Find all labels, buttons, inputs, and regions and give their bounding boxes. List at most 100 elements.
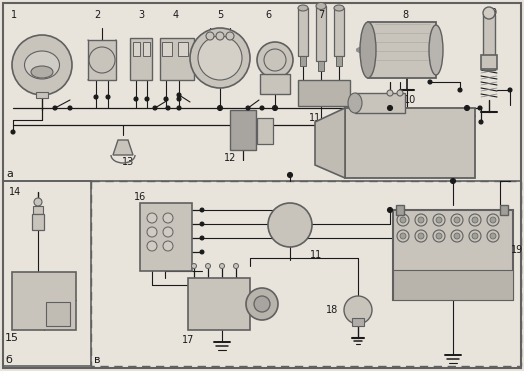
Bar: [355, 93, 405, 113]
Text: 6: 6: [265, 10, 271, 20]
Circle shape: [436, 217, 442, 223]
Circle shape: [11, 130, 15, 134]
Circle shape: [220, 263, 224, 269]
Circle shape: [163, 241, 173, 251]
Bar: [260, 74, 290, 94]
Circle shape: [272, 105, 278, 111]
Text: 9: 9: [490, 8, 496, 18]
Bar: [257, 118, 273, 144]
Circle shape: [205, 263, 211, 269]
Bar: [334, 8, 344, 56]
Text: а: а: [7, 169, 14, 179]
Bar: [91, 181, 521, 366]
Circle shape: [478, 106, 482, 110]
Circle shape: [53, 106, 57, 110]
Circle shape: [469, 230, 481, 242]
Bar: [162, 42, 172, 56]
Bar: [300, 56, 306, 66]
Circle shape: [34, 198, 42, 206]
Text: 4: 4: [173, 10, 179, 20]
Circle shape: [415, 230, 427, 242]
Circle shape: [106, 95, 110, 99]
Circle shape: [94, 95, 98, 99]
Bar: [316, 6, 326, 61]
Bar: [12, 272, 76, 330]
Circle shape: [451, 178, 455, 184]
Circle shape: [397, 214, 409, 226]
Polygon shape: [315, 108, 345, 178]
Circle shape: [145, 97, 149, 101]
Circle shape: [454, 233, 460, 239]
Circle shape: [288, 173, 292, 177]
Circle shape: [433, 214, 445, 226]
Circle shape: [458, 88, 462, 92]
Circle shape: [163, 213, 173, 223]
Circle shape: [344, 296, 372, 324]
Circle shape: [216, 32, 224, 40]
Circle shape: [177, 93, 181, 97]
Bar: [140, 203, 192, 271]
Text: 5: 5: [217, 10, 223, 20]
Circle shape: [388, 105, 392, 111]
Bar: [500, 205, 508, 215]
Text: 3: 3: [138, 10, 144, 20]
Circle shape: [487, 230, 499, 242]
Circle shape: [163, 227, 173, 237]
Circle shape: [490, 217, 496, 223]
Bar: [396, 205, 404, 215]
Circle shape: [472, 217, 478, 223]
Circle shape: [147, 241, 157, 251]
Bar: [36, 92, 48, 98]
Bar: [298, 80, 350, 106]
Text: 19: 19: [511, 245, 523, 255]
Circle shape: [177, 106, 181, 110]
Text: 1: 1: [11, 10, 17, 20]
Ellipse shape: [360, 22, 376, 78]
Circle shape: [153, 106, 157, 110]
Bar: [230, 110, 256, 150]
Circle shape: [217, 105, 223, 111]
Circle shape: [147, 227, 157, 237]
Circle shape: [226, 32, 234, 40]
Ellipse shape: [298, 5, 308, 11]
Circle shape: [166, 106, 170, 110]
Bar: [336, 56, 342, 66]
Circle shape: [254, 296, 270, 312]
Circle shape: [387, 90, 393, 96]
Circle shape: [134, 97, 138, 101]
Ellipse shape: [334, 5, 344, 11]
Circle shape: [147, 213, 157, 223]
Circle shape: [177, 97, 181, 101]
Circle shape: [483, 7, 495, 19]
Circle shape: [206, 32, 214, 40]
Ellipse shape: [316, 3, 326, 10]
Text: 16: 16: [134, 192, 146, 202]
Circle shape: [451, 230, 463, 242]
Bar: [483, 15, 495, 70]
Text: 15: 15: [5, 333, 19, 343]
Bar: [143, 42, 150, 56]
Circle shape: [400, 217, 406, 223]
Circle shape: [418, 217, 424, 223]
Text: 2: 2: [94, 10, 100, 20]
Bar: [133, 42, 140, 56]
Bar: [481, 55, 497, 69]
Circle shape: [397, 90, 403, 96]
Circle shape: [68, 106, 72, 110]
Circle shape: [200, 250, 204, 254]
Circle shape: [246, 106, 250, 110]
Circle shape: [487, 214, 499, 226]
Text: в: в: [94, 355, 100, 365]
Bar: [352, 318, 364, 326]
Text: 17: 17: [182, 335, 194, 345]
Text: 8: 8: [402, 10, 408, 20]
Bar: [178, 42, 188, 56]
Ellipse shape: [31, 66, 53, 78]
Circle shape: [198, 36, 242, 80]
Circle shape: [469, 214, 481, 226]
Circle shape: [246, 288, 278, 320]
Ellipse shape: [429, 25, 443, 75]
Bar: [318, 61, 324, 71]
Text: 7: 7: [318, 10, 324, 20]
Bar: [188, 278, 250, 330]
